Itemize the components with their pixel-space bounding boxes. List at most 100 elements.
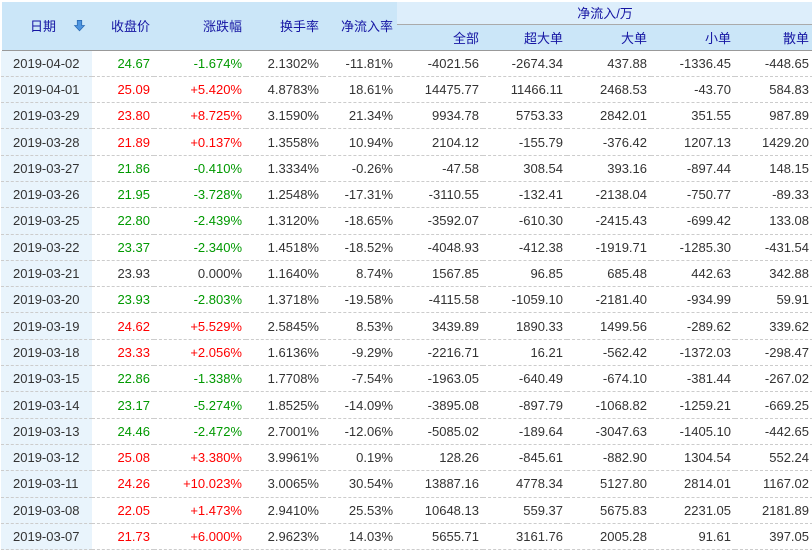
net-inflow-large-cell: -3047.63 (567, 418, 651, 445)
net-inflow-small-cell: 442.63 (651, 260, 735, 288)
net-inflow-retail-cell: -298.47 (735, 339, 812, 367)
close-price-cell: 25.09 (92, 76, 154, 104)
change-percent-cell: 0.000% (154, 260, 246, 288)
net-inflow-large-cell: -674.10 (567, 365, 651, 393)
net-inflow-all-cell: -5085.02 (397, 418, 483, 445)
net-inflow-super-large-cell: 4778.34 (483, 470, 567, 498)
sort-descending-icon[interactable] (73, 19, 86, 32)
net-inflow-all-cell: -4021.56 (397, 50, 483, 77)
net-inflow-large-cell: -2181.40 (567, 286, 651, 314)
close-price-cell: 21.95 (92, 181, 154, 209)
close-price-cell: 23.93 (92, 286, 154, 314)
net-inflow-rate-cell: -14.09% (323, 391, 397, 419)
column-header-change: 涨跌幅 (154, 0, 246, 51)
close-price-cell: 24.46 (92, 418, 154, 445)
net-inflow-small-cell: -1405.10 (651, 418, 735, 445)
date-cell: 2019-03-11 (1, 470, 92, 498)
net-inflow-large-cell: 1499.56 (567, 312, 651, 340)
close-price-cell: 24.67 (92, 50, 154, 77)
table-row: 2019-03-12 25.08 +3.380% 3.9961% 0.19% 1… (1, 444, 812, 472)
net-inflow-retail-cell: -89.33 (735, 181, 812, 209)
net-inflow-retail-cell: 133.08 (735, 207, 812, 235)
net-inflow-super-large-cell: -1059.10 (483, 286, 567, 314)
net-inflow-super-large-cell: -189.64 (483, 418, 567, 445)
close-price-cell: 24.62 (92, 312, 154, 340)
net-inflow-all-cell: -3895.08 (397, 391, 483, 419)
change-percent-cell: -2.340% (154, 234, 246, 261)
change-percent-cell: +2.056% (154, 339, 246, 367)
net-inflow-all-cell: -1963.05 (397, 365, 483, 393)
net-inflow-small-cell: 351.55 (651, 102, 735, 130)
turnover-rate-cell: 1.3718% (246, 286, 323, 314)
net-inflow-rate-cell: 21.34% (323, 102, 397, 130)
close-price-cell: 23.80 (92, 102, 154, 130)
net-inflow-retail-cell: 59.91 (735, 286, 812, 314)
net-inflow-retail-cell: 148.15 (735, 155, 812, 182)
table-row: 2019-03-18 23.33 +2.056% 1.6136% -9.29% … (1, 339, 812, 367)
date-cell: 2019-03-19 (1, 312, 92, 340)
turnover-rate-cell: 2.5845% (246, 312, 323, 340)
net-inflow-all-cell: -4115.58 (397, 286, 483, 314)
net-inflow-large-cell: -562.42 (567, 339, 651, 367)
net-inflow-retail-cell: -669.25 (735, 391, 812, 419)
column-header-large-order: 大单 (567, 24, 651, 51)
turnover-rate-cell: 3.9961% (246, 444, 323, 472)
change-percent-cell: +5.420% (154, 76, 246, 104)
turnover-rate-cell: 1.3334% (246, 155, 323, 182)
net-inflow-all-cell: 5655.71 (397, 523, 483, 550)
net-inflow-rate-cell: -18.52% (323, 234, 397, 261)
net-inflow-rate-cell: 30.54% (323, 470, 397, 498)
net-inflow-large-cell: -1068.82 (567, 391, 651, 419)
net-inflow-all-cell: -3110.55 (397, 181, 483, 209)
change-percent-cell: -0.410% (154, 155, 246, 182)
date-cell: 2019-03-18 (1, 339, 92, 367)
net-inflow-small-cell: -1259.21 (651, 391, 735, 419)
date-cell: 2019-03-25 (1, 207, 92, 235)
turnover-rate-cell: 3.1590% (246, 102, 323, 130)
table-body: 2019-04-02 24.67 -1.674% 2.1302% -11.81%… (1, 50, 812, 550)
net-inflow-all-cell: 14475.77 (397, 76, 483, 104)
column-header-date[interactable]: 日期 (0, 0, 92, 51)
column-header-super-large-order: 超大单 (483, 24, 567, 51)
net-inflow-rate-cell: -9.29% (323, 339, 397, 367)
net-inflow-rate-cell: 18.61% (323, 76, 397, 104)
net-inflow-super-large-cell: -412.38 (483, 234, 567, 261)
close-price-cell: 23.37 (92, 234, 154, 261)
date-cell: 2019-04-01 (1, 76, 92, 104)
column-group-header-net-inflow: 净流入/万 (397, 0, 812, 25)
turnover-rate-cell: 3.0065% (246, 470, 323, 498)
turnover-rate-cell: 1.6136% (246, 339, 323, 367)
change-percent-cell: +10.023% (154, 470, 246, 498)
net-inflow-retail-cell: 2181.89 (735, 497, 812, 524)
net-inflow-large-cell: -376.42 (567, 128, 651, 156)
net-inflow-all-cell: 10648.13 (397, 497, 483, 524)
table-row: 2019-04-01 25.09 +5.420% 4.8783% 18.61% … (1, 76, 812, 104)
net-inflow-large-cell: 685.48 (567, 260, 651, 288)
net-inflow-small-cell: -43.70 (651, 76, 735, 104)
net-inflow-small-cell: -1372.03 (651, 339, 735, 367)
net-inflow-rate-cell: 10.94% (323, 128, 397, 156)
date-cell: 2019-03-07 (1, 523, 92, 550)
net-inflow-all-cell: 13887.16 (397, 470, 483, 498)
change-percent-cell: +1.473% (154, 497, 246, 524)
column-header-turnover: 换手率 (246, 0, 323, 51)
net-inflow-retail-cell: -448.65 (735, 50, 812, 77)
table-header: 日期 收盘价 涨跌幅 换手率 净流入率 净流入/万 全部 超大单 大单 小单 散… (0, 0, 812, 51)
net-inflow-small-cell: -289.62 (651, 312, 735, 340)
net-inflow-rate-cell: 14.03% (323, 523, 397, 550)
turnover-rate-cell: 2.9623% (246, 523, 323, 550)
net-inflow-super-large-cell: 5753.33 (483, 102, 567, 130)
net-inflow-all-cell: 3439.89 (397, 312, 483, 340)
table-row: 2019-03-14 23.17 -5.274% 1.8525% -14.09%… (1, 391, 812, 419)
table-row: 2019-03-11 24.26 +10.023% 3.0065% 30.54%… (1, 470, 812, 498)
turnover-rate-cell: 2.9410% (246, 497, 323, 524)
net-inflow-small-cell: -1285.30 (651, 234, 735, 261)
date-cell: 2019-04-02 (1, 50, 92, 77)
turnover-rate-cell: 1.1640% (246, 260, 323, 288)
close-price-cell: 23.33 (92, 339, 154, 367)
date-cell: 2019-03-21 (1, 260, 92, 288)
net-inflow-all-cell: 2104.12 (397, 128, 483, 156)
change-percent-cell: +5.529% (154, 312, 246, 340)
date-cell: 2019-03-08 (1, 497, 92, 524)
